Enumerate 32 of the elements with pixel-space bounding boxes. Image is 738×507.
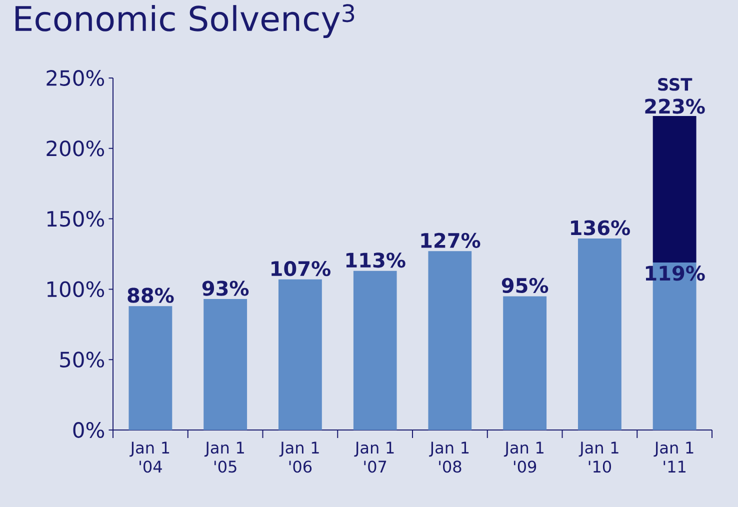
annotation: SST [658, 78, 692, 91]
data-label: 107% [272, 261, 330, 276]
y-tick-label: 50% [60, 352, 104, 368]
data-label: 95% [502, 278, 548, 294]
x-tick-label: Jan 1 '08 [429, 442, 469, 473]
bar [204, 299, 248, 430]
bar [503, 296, 547, 430]
data-label: 136% [571, 220, 630, 236]
x-tick-label: Jan 1 '04 [130, 442, 170, 473]
bar [128, 306, 172, 430]
y-tick-label: 0% [73, 422, 104, 438]
x-tick-label: Jan 1 '05 [204, 442, 244, 473]
bar [428, 251, 472, 430]
bar [578, 238, 622, 430]
data-label: 113% [346, 252, 406, 268]
data-label: 93% [202, 280, 249, 296]
y-tick-label: 250% [46, 70, 104, 86]
bar [652, 116, 696, 262]
y-tick-label: 150% [47, 210, 104, 227]
bar [353, 270, 397, 430]
x-tick-label: Jan 1 '06 [279, 442, 319, 473]
chart-title: Economic Solvency$^{3}$ [16, 4, 354, 38]
y-tick-label: 100% [47, 281, 104, 298]
x-tick-label: Jan 1 '09 [504, 442, 544, 473]
total-label: 223% [645, 98, 705, 114]
x-tick-label: Jan 1 '07 [354, 442, 394, 473]
x-tick-label: Jan 1 '11 [654, 442, 694, 472]
data-label: 127% [421, 232, 480, 248]
y-tick-label: 200% [46, 140, 104, 156]
x-tick-label: Jan 1 '10 [578, 442, 618, 473]
bar [278, 279, 322, 430]
data-label: 88% [128, 288, 174, 303]
